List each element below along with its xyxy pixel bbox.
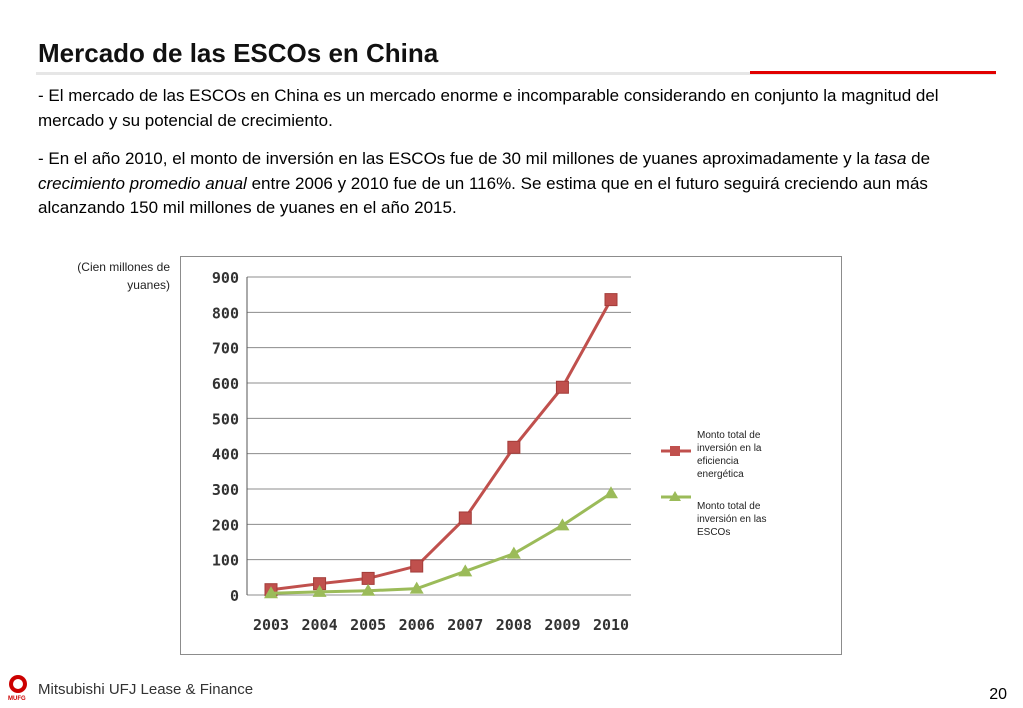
- x-tick-label: 2010: [593, 616, 629, 634]
- x-tick-label: 2003: [253, 616, 289, 634]
- legend-marker-square: [670, 446, 680, 456]
- data-point-triangle: [555, 518, 570, 531]
- y-tick-label: 800: [212, 304, 239, 322]
- data-point-triangle: [264, 586, 278, 599]
- data-point-square: [507, 440, 521, 454]
- legend-label-series-2: Monto total de inversión en las ESCOs: [697, 501, 767, 538]
- y-unit-label-line2: yuanes): [127, 278, 170, 292]
- paragraph-2: - En el año 2010, el monto de inversión …: [38, 147, 983, 221]
- title-accent-line: [750, 71, 996, 74]
- paragraph-2-italic-growth: crecimiento promedio anual: [38, 173, 247, 193]
- paragraph-2-italic-tasa: tasa: [874, 149, 907, 168]
- y-tick-label: 300: [212, 481, 239, 499]
- x-tick-label: 2009: [544, 616, 580, 634]
- y-unit-label: (Cien millones de yuanes): [40, 258, 170, 294]
- legend-label-series-1: Monto total de inversión en la eficienci…: [697, 430, 762, 480]
- data-point-triangle: [409, 581, 424, 594]
- data-point-triangle: [506, 546, 521, 559]
- data-point-triangle: [604, 486, 618, 499]
- paragraph-2-part-a: - En el año 2010, el monto de inversión …: [38, 149, 875, 168]
- data-point-square: [410, 559, 424, 573]
- data-point-triangle: [312, 584, 327, 597]
- page-number: 20: [989, 686, 1007, 703]
- y-tick-label: 100: [212, 552, 239, 570]
- paragraph-2-part-e: entre 2006 y 2010 fue de un 116%. Se est…: [38, 173, 928, 218]
- y-tick-label: 200: [212, 516, 239, 534]
- x-tick-label: 2007: [447, 616, 483, 634]
- legend-marker-triangle: [669, 491, 681, 501]
- data-point-square: [555, 380, 569, 394]
- x-tick-label: 2004: [302, 616, 338, 634]
- data-point-square: [458, 511, 472, 525]
- title-divider: [36, 72, 996, 75]
- y-tick-label: 400: [212, 446, 239, 464]
- paragraph-1: - El mercado de las ESCOs en China es un…: [38, 86, 939, 130]
- x-tick-label: 2008: [496, 616, 532, 634]
- data-point-square: [361, 571, 375, 585]
- paragraph-2-part-c: de: [906, 149, 931, 168]
- x-tick-label: 2006: [399, 616, 435, 634]
- footer-company-name: Mitsubishi UFJ Lease & Finance: [38, 681, 254, 698]
- series-line-2: [270, 491, 612, 595]
- data-point-triangle: [458, 564, 473, 577]
- data-point-triangle: [361, 583, 376, 596]
- mufg-logo-text: MUFG: [8, 696, 26, 702]
- y-tick-label: 500: [212, 410, 239, 428]
- line-chart: 0 100 200 300 400 500 600 700 800 900 2003 2004 2005…: [212, 269, 691, 634]
- slide-title: Mercado de las ESCOs en China: [38, 38, 439, 68]
- y-tick-label: 600: [212, 375, 239, 393]
- mufg-logo-icon: [9, 675, 27, 693]
- y-tick-label: 0: [230, 587, 239, 605]
- x-tick-label: 2005: [350, 616, 386, 634]
- y-tick-label: 900: [212, 269, 239, 287]
- data-point-square: [604, 293, 618, 307]
- y-unit-label-line1: (Cien millones de: [77, 260, 170, 274]
- series-line-1: [270, 298, 613, 592]
- y-tick-label: 700: [212, 340, 239, 358]
- chart-frame: 0 100 200 300 400 500 600 700 800 900 2003 2004 2005…: [180, 256, 842, 655]
